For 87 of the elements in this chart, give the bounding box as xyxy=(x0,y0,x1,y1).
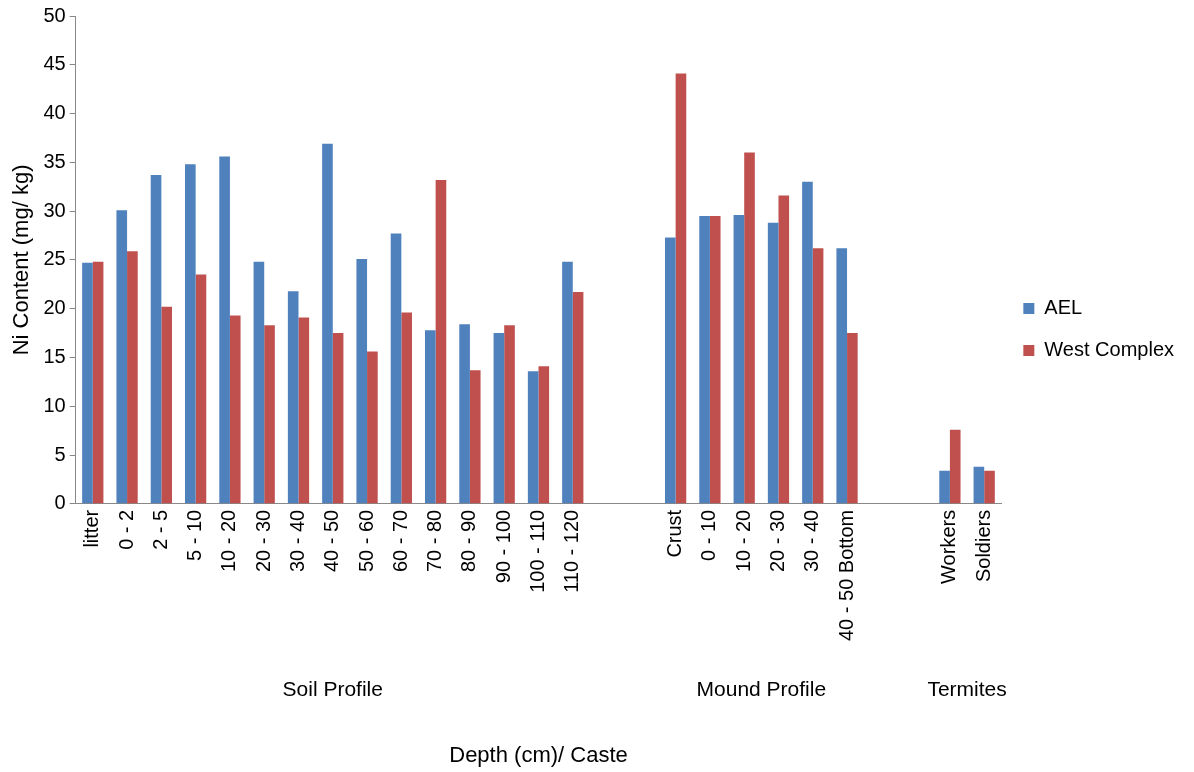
x-tick-label: 70 - 80 xyxy=(423,509,446,573)
bar xyxy=(802,181,813,504)
text: Soil Profile xyxy=(282,676,383,700)
bar xyxy=(82,262,93,504)
bar xyxy=(92,261,104,504)
y-tick-label: 20 xyxy=(43,296,66,319)
bar xyxy=(778,195,790,504)
x-tick-label: 40 - 50 Bottom xyxy=(834,509,857,642)
bar xyxy=(195,274,207,504)
x-tick-label: Soldiers xyxy=(971,509,994,583)
x-tick-label: 80 - 90 xyxy=(457,509,480,573)
x-tick-label: 50 - 60 xyxy=(354,509,377,573)
x-tick-label: 0 - 10 xyxy=(697,509,720,561)
bar xyxy=(469,370,481,504)
x-tick-label: 90 - 100 xyxy=(491,509,514,584)
y-axis-title: Ni Content (mg/ kg) xyxy=(8,164,34,356)
x-tick-label: 10 - 20 xyxy=(731,509,754,573)
bar xyxy=(675,73,687,504)
bar xyxy=(229,315,241,504)
legend-label: AEL xyxy=(1044,296,1083,319)
bar xyxy=(435,179,447,504)
bar xyxy=(665,237,676,504)
bar xyxy=(949,429,961,504)
y-tick-label: 5 xyxy=(54,442,66,465)
bar xyxy=(973,466,985,504)
bar xyxy=(185,164,196,504)
bar xyxy=(356,258,368,504)
y-tick-label: 50 xyxy=(43,3,66,26)
y-tick-label: 0 xyxy=(54,491,66,514)
text: Termites xyxy=(927,676,1007,700)
bar xyxy=(939,470,950,504)
bar xyxy=(459,324,470,504)
y-tick-label: 35 xyxy=(43,149,66,172)
x-tick-label: 30 - 40 xyxy=(800,509,823,573)
y-tick-label: 10 xyxy=(43,393,66,416)
bar xyxy=(572,292,584,504)
bar xyxy=(812,248,824,504)
x-tick-label: 0 - 2 xyxy=(114,509,137,550)
bar xyxy=(219,156,230,504)
bar xyxy=(367,351,378,504)
bar xyxy=(562,261,573,504)
bar xyxy=(504,325,515,504)
bar xyxy=(150,175,162,504)
x-tick-label: 10 - 20 xyxy=(217,509,240,573)
y-tick-label: 40 xyxy=(43,101,66,124)
bar xyxy=(127,251,138,504)
x-tick-label: 20 - 30 xyxy=(766,509,788,573)
x-tick-label: 60 - 70 xyxy=(388,509,411,573)
x-tick-label: 20 - 30 xyxy=(251,509,274,573)
x-axis-title: Depth (cm)/ Caste xyxy=(449,742,628,768)
bar xyxy=(699,216,710,504)
bar xyxy=(709,216,721,504)
bar xyxy=(847,333,858,504)
bar xyxy=(264,325,275,504)
bar xyxy=(390,233,402,504)
x-tick-label: 100 - 110 xyxy=(526,509,548,593)
bar xyxy=(322,143,333,504)
bar xyxy=(767,222,779,504)
x-tick-label: 30 - 40 xyxy=(286,509,309,573)
bar xyxy=(527,371,539,504)
x-tick-label: 110 - 120 xyxy=(560,509,583,593)
bar xyxy=(425,330,436,504)
bar xyxy=(733,215,745,504)
bar xyxy=(538,366,550,504)
bar xyxy=(401,312,412,504)
y-tick-label: 25 xyxy=(43,247,66,270)
text: Mound Profile xyxy=(696,676,827,700)
bar xyxy=(116,210,128,504)
bar xyxy=(287,291,299,504)
y-tick-label: 45 xyxy=(43,52,66,75)
x-tick-label: Crust xyxy=(663,509,686,558)
bar xyxy=(161,306,172,504)
bar xyxy=(984,470,995,504)
y-tick-label: 15 xyxy=(43,344,66,367)
legend-label: West Complex xyxy=(1044,338,1174,361)
y-tick-label: 30 xyxy=(43,198,66,221)
bar xyxy=(836,248,848,504)
bar xyxy=(493,333,505,504)
x-tick-label: 2 - 5 xyxy=(148,509,171,550)
x-tick-label: Workers xyxy=(937,509,960,584)
bar xyxy=(253,261,265,504)
bar xyxy=(332,333,344,504)
x-tick-label: 5 - 10 xyxy=(183,509,206,561)
x-tick-label: 40 - 50 xyxy=(320,509,343,573)
bar xyxy=(744,152,755,504)
bar xyxy=(298,317,310,504)
x-tick-label: litter xyxy=(80,509,103,548)
